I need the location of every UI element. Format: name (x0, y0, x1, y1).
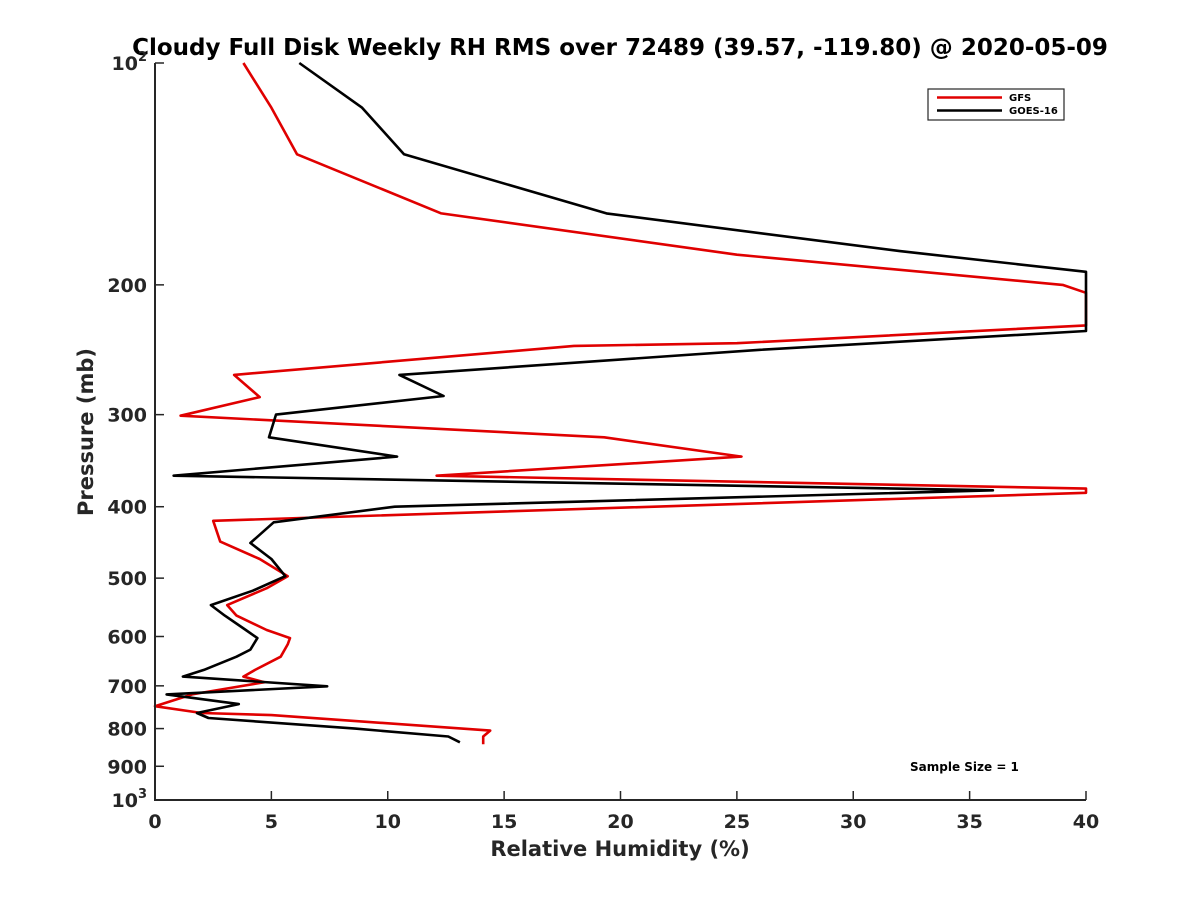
y-tick-label: 900 (107, 756, 147, 778)
x-tick-label: 10 (375, 811, 401, 833)
x-axis-ticks: 0 5 10 15 20 25 30 35 40 (148, 791, 1099, 833)
x-tick-label: 0 (148, 811, 161, 833)
x-tick-label: 20 (607, 811, 633, 833)
y-tick-label: 600 (107, 626, 147, 648)
y-tick-label: 400 (107, 497, 147, 519)
x-tick-label: 40 (1073, 811, 1099, 833)
y-tick-label: 700 (107, 676, 147, 698)
x-tick-label: 35 (956, 811, 982, 833)
axes-lines (154, 63, 1086, 801)
y-tick-label: 200 (107, 275, 147, 297)
sample-size-annotation: Sample Size = 1 (910, 760, 1019, 774)
y-tick-label: 500 (107, 568, 147, 590)
series-lines (153, 61, 1088, 745)
x-tick-label: 5 (265, 811, 278, 833)
y-tick-label: 103 (112, 787, 148, 812)
x-axis-label: Relative Humidity (%) (490, 837, 749, 861)
x-tick-label: 30 (840, 811, 866, 833)
legend-label-gfs: GFS (1009, 93, 1031, 104)
legend-box (927, 88, 1065, 121)
legend: GFS GOES-16 (927, 88, 1065, 121)
y-axis-ticks: 102 200 300 400 500 600 700 800 900 103 (107, 50, 164, 812)
x-tick-label: 15 (491, 811, 517, 833)
y-tick-label: 800 (107, 719, 147, 741)
series-line-gfs (153, 62, 1088, 745)
chart-title: Cloudy Full Disk Weekly RH RMS over 7248… (132, 35, 1108, 61)
y-tick-label: 300 (107, 405, 147, 427)
legend-label-goes16: GOES-16 (1009, 106, 1058, 117)
series-line-goes-16 (165, 61, 1088, 744)
y-axis-label: Pressure (mb) (74, 348, 98, 516)
y-tick-label: 102 (112, 50, 148, 75)
x-tick-label: 25 (724, 811, 750, 833)
